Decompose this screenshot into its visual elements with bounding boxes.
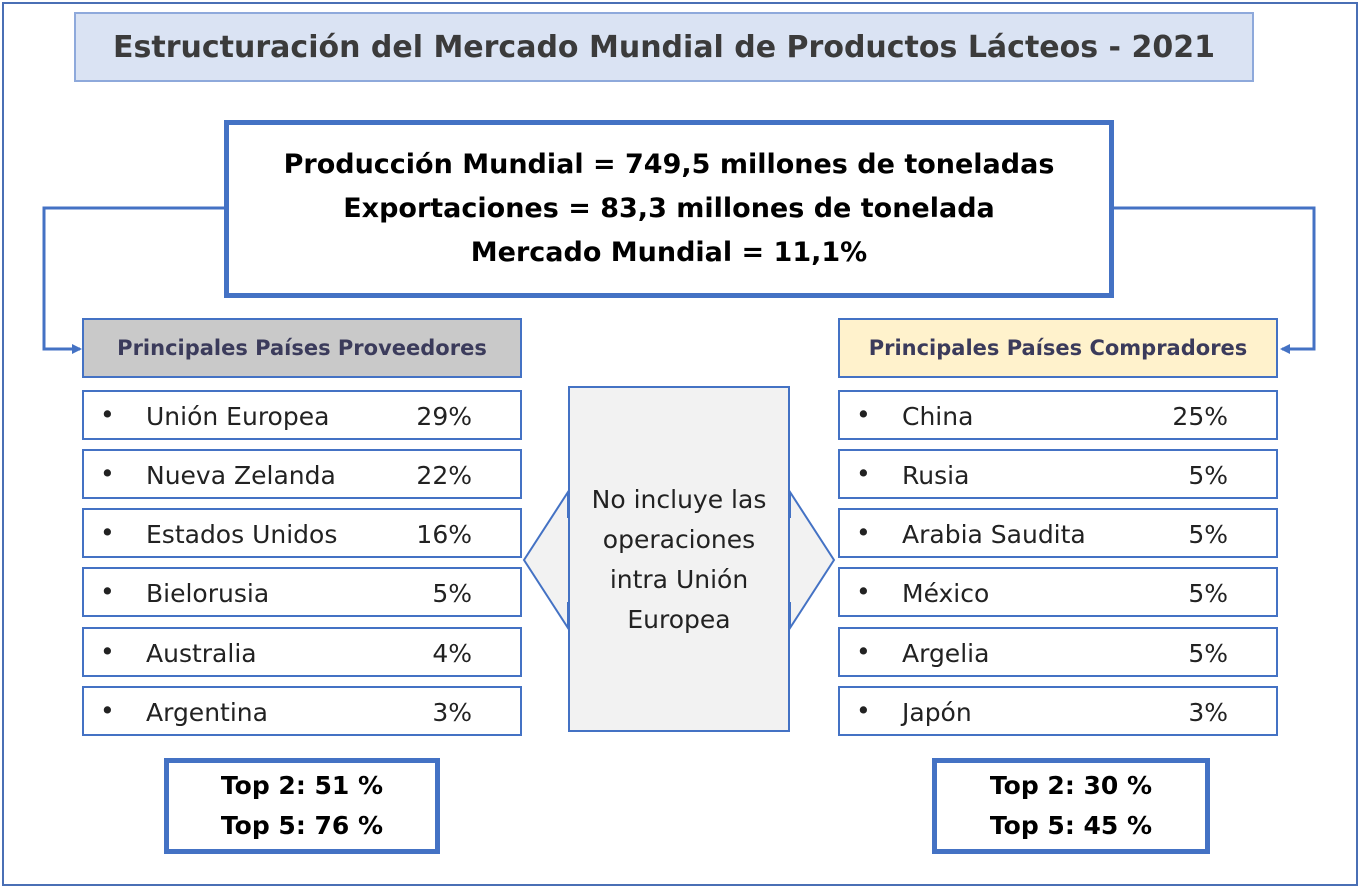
supplier-name: Argentina	[146, 698, 268, 727]
bullet-icon: •	[100, 637, 115, 666]
buyer-row: • México 5%	[838, 567, 1278, 617]
supplier-pct: 29%	[416, 402, 472, 431]
buyer-name: Argelia	[902, 639, 990, 668]
supplier-row: • Argentina 3%	[82, 686, 522, 736]
supplier-name: Australia	[146, 639, 257, 668]
buyer-pct: 3%	[1188, 698, 1228, 727]
suppliers-top2: Top 2: 51 %	[220, 771, 384, 800]
right-block-arrow	[789, 488, 836, 632]
buyer-row: • Japón 3%	[838, 686, 1278, 736]
buyer-name: Arabia Saudita	[902, 520, 1086, 549]
page-title: Estructuración del Mercado Mundial de Pr…	[74, 12, 1254, 82]
right-connector	[1114, 206, 1316, 354]
bullet-icon: •	[856, 696, 871, 725]
buyers-top-box: Top 2: 30 % Top 5: 45 %	[932, 758, 1210, 854]
buyer-row: • Arabia Saudita 5%	[838, 508, 1278, 558]
summary-production: Producción Mundial = 749,5 millones de t…	[283, 149, 1055, 180]
buyers-top2: Top 2: 30 %	[989, 771, 1153, 800]
buyer-pct: 5%	[1188, 461, 1228, 490]
supplier-name: Unión Europea	[146, 402, 330, 431]
supplier-name: Estados Unidos	[146, 520, 338, 549]
summary-exports: Exportaciones = 83,3 millones de tonelad…	[343, 193, 995, 224]
supplier-pct: 3%	[432, 698, 472, 727]
left-block-arrow	[522, 488, 569, 632]
bullet-icon: •	[100, 577, 115, 606]
buyer-name: México	[902, 579, 990, 608]
bullet-icon: •	[100, 518, 115, 547]
center-note-line: Europea	[627, 605, 731, 634]
buyer-pct: 5%	[1188, 579, 1228, 608]
center-note-line: intra Unión	[609, 565, 749, 594]
supplier-row: • Bielorusia 5%	[82, 567, 522, 617]
supplier-pct: 22%	[416, 461, 472, 490]
center-note-box	[568, 386, 790, 732]
bullet-icon: •	[856, 400, 871, 429]
supplier-pct: 4%	[432, 639, 472, 668]
buyer-pct: 25%	[1172, 402, 1228, 431]
supplier-pct: 5%	[432, 579, 472, 608]
center-note-text: No incluye las operaciones intra Unión E…	[568, 480, 790, 640]
supplier-row: • Nueva Zelanda 22%	[82, 449, 522, 499]
buyer-name: China	[902, 402, 974, 431]
center-note-line: No incluye las	[591, 485, 767, 514]
bullet-icon: •	[100, 696, 115, 725]
supplier-row: • Australia 4%	[82, 627, 522, 677]
supplier-pct: 16%	[416, 520, 472, 549]
summary-market: Mercado Mundial = 11,1%	[470, 237, 868, 268]
supplier-row: • Estados Unidos 16%	[82, 508, 522, 558]
supplier-name: Bielorusia	[146, 579, 270, 608]
buyer-row: • Rusia 5%	[838, 449, 1278, 499]
buyer-name: Rusia	[902, 461, 970, 490]
suppliers-header: Principales Países Proveedores	[82, 318, 522, 378]
suppliers-top5: Top 5: 76 %	[220, 811, 384, 840]
buyer-row: • Argelia 5%	[838, 627, 1278, 677]
buyers-header: Principales Países Compradores	[838, 318, 1278, 378]
supplier-row: • Unión Europea 29%	[82, 390, 522, 440]
suppliers-top-box: Top 2: 51 % Top 5: 76 %	[164, 758, 440, 854]
bullet-icon: •	[856, 577, 871, 606]
left-connector	[42, 206, 224, 354]
bullet-icon: •	[100, 400, 115, 429]
bullet-icon: •	[856, 518, 871, 547]
bullet-icon: •	[856, 637, 871, 666]
buyer-pct: 5%	[1188, 520, 1228, 549]
summary-box: Producción Mundial = 749,5 millones de t…	[224, 120, 1114, 298]
buyer-pct: 5%	[1188, 639, 1228, 668]
center-note-line: operaciones	[602, 525, 756, 554]
bullet-icon: •	[856, 459, 871, 488]
buyer-name: Japón	[902, 698, 972, 727]
supplier-name: Nueva Zelanda	[146, 461, 336, 490]
buyers-top5: Top 5: 45 %	[989, 811, 1153, 840]
bullet-icon: •	[100, 459, 115, 488]
buyer-row: • China 25%	[838, 390, 1278, 440]
